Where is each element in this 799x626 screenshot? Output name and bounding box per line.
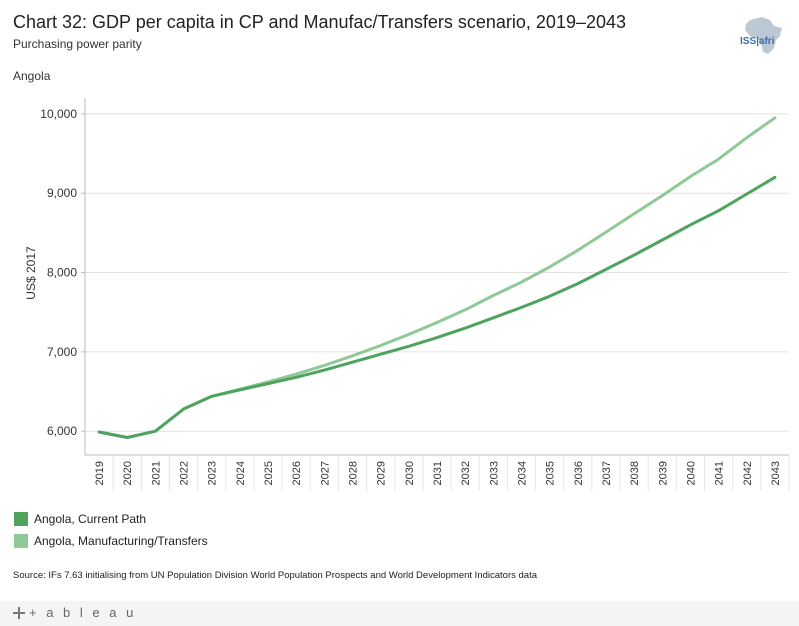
x-tick-label: 2037 (601, 461, 613, 485)
tableau-footer: + a b l e a u (0, 601, 799, 626)
x-tick-label: 2033 (488, 461, 500, 485)
tableau-logo[interactable]: + a b l e a u (12, 605, 136, 620)
x-tick-label: 2035 (545, 461, 557, 485)
line-chart: 6,000 7,000 8,000 9,000 10,000 2019 2020 2021 20… (24, 98, 790, 491)
x-tick-label: 2030 (404, 461, 416, 485)
series-line-manufacturing-transfers (97, 116, 777, 439)
x-tick-label: 2041 (714, 461, 726, 485)
legend-item-manufacturing[interactable]: Angola, Manufacturing/Transfers (14, 530, 208, 552)
y-axis-label: US$ 2017 (24, 246, 38, 300)
legend-label-current-path: Angola, Current Path (34, 512, 147, 526)
x-tick-label: 2043 (770, 461, 782, 485)
y-tick-label: 8,000 (47, 266, 77, 280)
series-layer (97, 116, 777, 439)
chart-subtitle: Purchasing power parity (13, 37, 142, 51)
logo-text: ISS|afri (740, 36, 775, 47)
grid-layer (85, 113, 789, 432)
x-tick-label: 2042 (742, 461, 754, 485)
x-tick-label: 2025 (263, 461, 275, 485)
tableau-brand-text: + a b l e a u (29, 605, 137, 620)
y-tick-label: 9,000 (47, 186, 77, 200)
tableau-plus-icon (13, 606, 25, 619)
iss-africa-logo[interactable]: ISS|afri (736, 14, 794, 56)
source-note: Source: IFs 7.63 initialising from UN Po… (13, 570, 537, 581)
x-tick-label: 2020 (122, 461, 134, 485)
x-tick-label: 2040 (685, 461, 697, 485)
page-title: Chart 32: GDP per capita in CP and Manuf… (13, 12, 627, 32)
x-tick-label: 2026 (291, 461, 303, 485)
x-tick-label: 2036 (573, 461, 585, 485)
x-tick-label: 2038 (629, 461, 641, 485)
x-tick-label: 2032 (460, 461, 472, 485)
x-tick-label: 2029 (376, 461, 388, 485)
series-line-current-path (97, 175, 777, 439)
y-tick-label: 6,000 (47, 424, 77, 438)
y-tick-label: 7,000 (47, 345, 77, 359)
y-tick-label: 10,000 (40, 107, 77, 121)
x-tick-label: 2031 (432, 461, 444, 485)
legend-item-current-path[interactable]: Angola, Current Path (14, 508, 208, 530)
x-tick-label: 2028 (348, 461, 360, 485)
country-label: Angola (13, 69, 51, 83)
x-tick-label: 2022 (179, 461, 191, 485)
legend-swatch-manufacturing (14, 534, 28, 548)
africa-map-icon: ISS|afri (740, 17, 782, 54)
legend: Angola, Current Path Angola, Manufacturi… (14, 508, 208, 552)
x-tick-label: 2021 (150, 461, 162, 485)
axis-layer: 6,000 7,000 8,000 9,000 10,000 2019 2020 2021 20… (40, 98, 790, 491)
x-tick-label: 2039 (657, 461, 669, 485)
legend-label-manufacturing: Angola, Manufacturing/Transfers (34, 534, 208, 548)
x-tick-label: 2034 (516, 461, 528, 485)
x-tick-label: 2024 (235, 461, 247, 485)
x-tick-label: 2023 (207, 461, 219, 485)
legend-swatch-current-path (14, 512, 28, 526)
x-tick-label: 2019 (94, 461, 106, 485)
x-tick-label: 2027 (319, 461, 331, 485)
